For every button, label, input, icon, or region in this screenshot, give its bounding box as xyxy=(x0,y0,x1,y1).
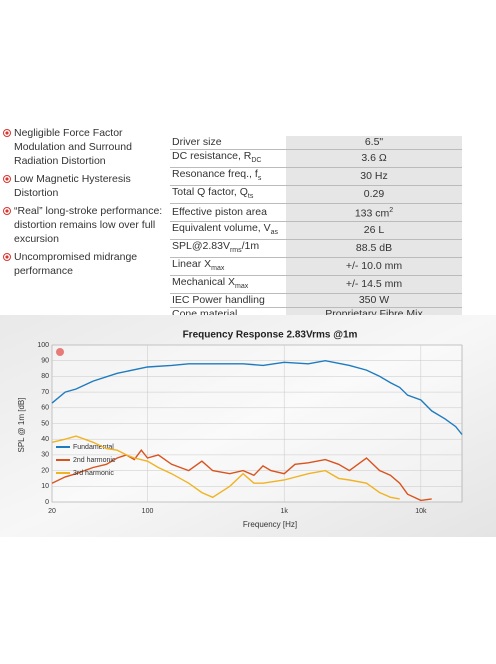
feature-list: Negligible Force Factor Modulation and S… xyxy=(3,126,163,282)
logo xyxy=(56,348,64,356)
text: 26 L xyxy=(363,223,385,236)
text: 133 cm xyxy=(354,207,390,220)
superscript: 2 xyxy=(389,207,394,215)
text: 88.5 dB xyxy=(355,241,393,254)
series-line xyxy=(51,359,463,435)
chart-background xyxy=(0,315,496,537)
x-tick-label: 10k xyxy=(415,508,427,515)
bullet: “Real” long-stroke performance: distorti… xyxy=(3,204,163,246)
spec-label: SPL@2.83Vrms/1m xyxy=(170,239,286,258)
bullet: Uncompromised midrange performance xyxy=(3,250,163,278)
spec-value: 6.5" xyxy=(286,136,462,150)
spec-row: SPL@2.83Vrms/1m 88.5 dB xyxy=(170,239,462,258)
spec-value: +/- 10.0 mm xyxy=(286,257,462,277)
y-axis-label: SPL @ 1m [dB] xyxy=(17,398,26,453)
y-tick-label: 100 xyxy=(37,342,49,349)
x-tick-label: 1k xyxy=(280,508,288,515)
text: Total Q factor, Q xyxy=(172,186,248,199)
spec-value: 133 cm2 xyxy=(286,203,462,222)
text: +/- 10.0 mm xyxy=(345,260,403,273)
spec-row: IEC Power handling 350 W xyxy=(170,293,462,309)
spec-row: Equivalent volume, Vas 26 L xyxy=(170,221,462,240)
text: Mechanical X xyxy=(172,276,236,289)
y-tick-label: 40 xyxy=(41,436,49,443)
text: /1m xyxy=(241,239,260,252)
spec-row: Total Q factor, Qts 0.29 xyxy=(170,185,462,205)
text: SPL@2.83V xyxy=(172,239,230,252)
y-tick-label: 20 xyxy=(41,467,49,474)
spec-row: Mechanical Xmax +/- 14.5 mm xyxy=(170,275,462,295)
spec-label: IEC Power handling xyxy=(170,293,286,309)
series-line xyxy=(51,435,400,500)
spec-label: DC resistance, RDC xyxy=(170,149,286,169)
spec-label: Linear Xmax xyxy=(170,257,286,277)
legend-label: 2nd harmonic xyxy=(73,457,116,464)
text: Resonance freq., f xyxy=(172,168,258,181)
subscript: ts xyxy=(247,193,254,201)
y-tick-label: 30 xyxy=(41,452,49,459)
subscript: max xyxy=(211,265,225,273)
subscript: DC xyxy=(251,157,262,165)
spec-label: Total Q factor, Qts xyxy=(170,185,286,205)
spec-row: Driver size 6.5" xyxy=(170,136,462,150)
subscript: rms xyxy=(229,246,242,254)
text: 6.5" xyxy=(364,136,384,148)
spec-value: +/- 14.5 mm xyxy=(286,275,462,295)
y-tick-label: 60 xyxy=(41,405,49,412)
spec-value: 26 L xyxy=(286,221,462,240)
spec-label: Driver size xyxy=(170,136,286,150)
text: 30 Hz xyxy=(360,170,388,183)
x-tick-label: 20 xyxy=(48,508,56,515)
chart: Frequency Response 2.83Vrms @1m Frequenc… xyxy=(0,315,496,537)
spec-label: Resonance freq., fs xyxy=(170,167,286,187)
x-axis-label: Frequency [Hz] xyxy=(243,520,297,529)
spec-row: Effective piston area 133 cm2 xyxy=(170,203,462,222)
text: Driver size xyxy=(172,136,222,148)
spec-label: Equivalent volume, Vas xyxy=(170,221,286,240)
subscript: as xyxy=(270,228,279,236)
text: Equivalent volume, V xyxy=(172,221,271,234)
legend-label: 3rd harmonic xyxy=(73,470,114,477)
spec-value: 88.5 dB xyxy=(286,239,462,258)
spec-row: Linear Xmax +/- 10.0 mm xyxy=(170,257,462,277)
text: 3.6 Ω xyxy=(361,152,387,165)
y-tick-label: 0 xyxy=(45,499,49,506)
spec-row: Resonance freq., fs 30 Hz xyxy=(170,167,462,187)
legend-label: Fundamental xyxy=(73,444,114,451)
spec-table: Driver size 6.5" DC resistance, RDC 3.6 Ω Re… xyxy=(170,136,462,323)
spec-value: 30 Hz xyxy=(286,167,462,187)
y-tick-label: 80 xyxy=(41,373,49,380)
text: Linear X xyxy=(172,257,212,270)
series-line xyxy=(51,449,432,502)
spec-value: 0.29 xyxy=(286,185,462,205)
text: +/- 14.5 mm xyxy=(345,278,403,291)
spec-row: DC resistance, RDC 3.6 Ω xyxy=(170,149,462,169)
subscript: max xyxy=(235,283,249,291)
text: DC resistance, R xyxy=(172,150,252,162)
text: 0.29 xyxy=(363,188,385,201)
bullet: Negligible Force Factor Modulation and S… xyxy=(3,126,163,168)
y-tick-label: 70 xyxy=(41,389,49,396)
text: IEC Power handling xyxy=(172,294,265,307)
text: 350 W xyxy=(358,294,390,307)
y-tick-label: 50 xyxy=(41,420,49,427)
text: Effective piston area xyxy=(172,206,267,219)
y-tick-label: 10 xyxy=(41,483,49,490)
y-tick-label: 90 xyxy=(41,358,49,365)
spec-value: 350 W xyxy=(286,293,462,309)
bullet: Low Magnetic Hysteresis Distortion xyxy=(3,172,163,200)
spec-label: Effective piston area xyxy=(170,203,286,222)
spec-value: 3.6 Ω xyxy=(286,149,462,169)
subscript: s xyxy=(257,175,262,183)
chart-title: Frequency Response 2.83Vrms @1m xyxy=(183,330,358,341)
x-tick-label: 100 xyxy=(142,508,154,515)
spec-label: Mechanical Xmax xyxy=(170,275,286,295)
